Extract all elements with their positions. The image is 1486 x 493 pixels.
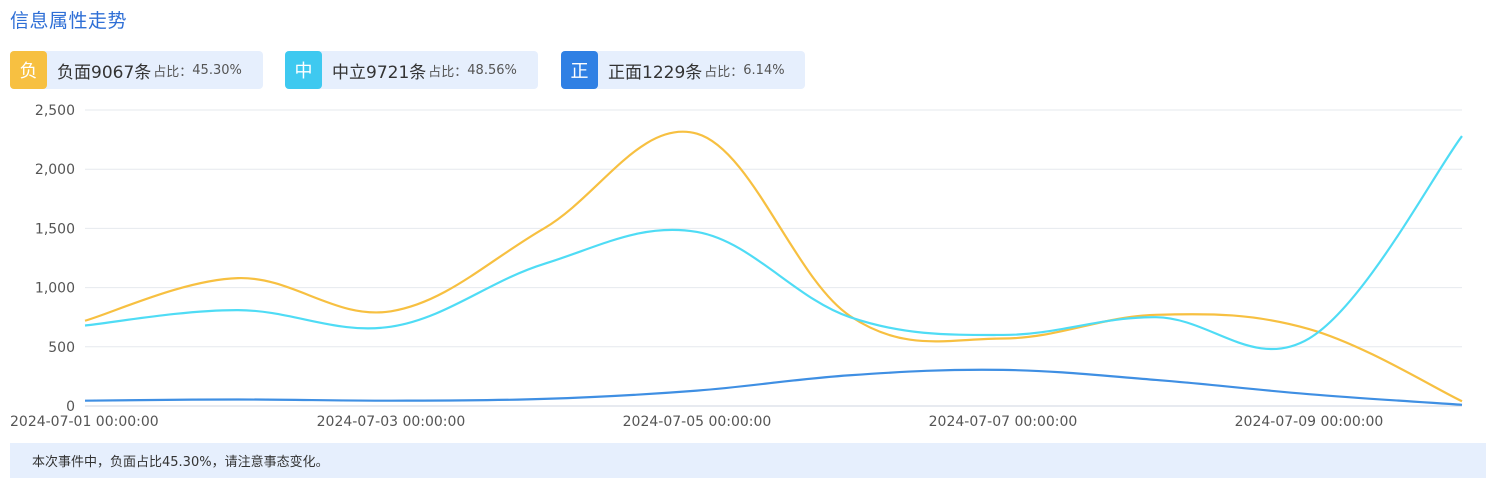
negative-count-label: 负面9067条 — [57, 62, 152, 83]
negative-tag: 负 — [10, 51, 47, 89]
x-tick-label: 2024-07-01 00:00:00 — [10, 414, 159, 430]
x-tick-label: 2024-07-05 00:00:00 — [623, 414, 772, 430]
positive-ratio-label: 占比： — [704, 64, 744, 80]
positive-ratio-value: 6.14% — [743, 62, 785, 78]
series-line-negative — [84, 130, 1463, 403]
summary-text: 本次事件中，负面占比45.30%，请注意事态变化。 — [32, 455, 329, 470]
neutral-ratio-label: 占比： — [428, 64, 468, 80]
y-tick-label: 500 — [48, 340, 75, 356]
y-tick-label: 2,000 — [35, 162, 75, 178]
negative-ratio-label: 占比： — [153, 64, 193, 80]
trend-line-chart: 0 500 1,000 1,500 2,000 2,500 2024-07-01 00:00… — [10, 103, 1463, 430]
series-line-positive — [84, 368, 1463, 406]
series-line-neutral — [84, 135, 1463, 351]
neutral-tag: 中 — [285, 51, 322, 89]
summary-notice: 本次事件中，负面占比45.30%，请注意事态变化。 — [10, 443, 1486, 478]
page-title: 信息属性走势 — [10, 10, 128, 32]
neutral-count-label: 中立9721条 — [332, 62, 427, 83]
badge-neutral[interactable]: 中 中立9721条 占比： 48.56% — [285, 51, 538, 89]
badge-positive[interactable]: 正 正面1229条 占比： 6.14% — [561, 51, 805, 89]
y-tick-label: 0 — [66, 399, 75, 415]
positive-count-label: 正面1229条 — [608, 62, 703, 83]
y-tick-label: 2,500 — [35, 103, 75, 119]
neutral-ratio-value: 48.56% — [467, 62, 517, 78]
x-tick-label: 2024-07-09 00:00:00 — [1235, 414, 1384, 430]
y-tick-label: 1,000 — [35, 281, 75, 297]
x-tick-label: 2024-07-07 00:00:00 — [929, 414, 1078, 430]
negative-ratio-value: 45.30% — [192, 62, 242, 78]
positive-tag: 正 — [561, 51, 598, 89]
x-tick-label: 2024-07-03 00:00:00 — [317, 414, 466, 430]
y-tick-label: 1,500 — [35, 221, 75, 237]
badge-negative[interactable]: 负 负面9067条 占比： 45.30% — [10, 51, 263, 89]
